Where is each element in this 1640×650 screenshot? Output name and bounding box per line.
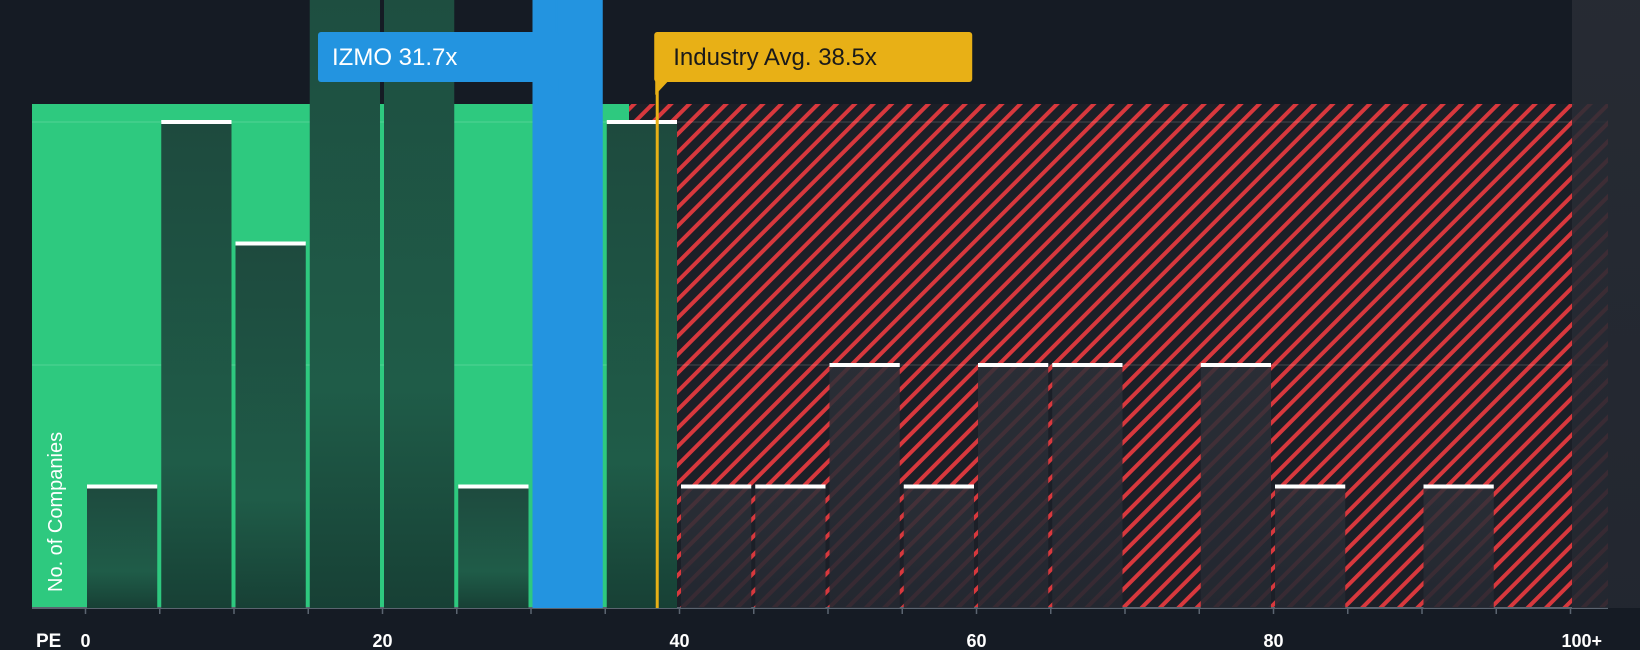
bar-cap: [1275, 484, 1346, 489]
x-tick-label: 100+: [1562, 631, 1603, 650]
histogram-bar: [755, 486, 826, 608]
bar-cap: [1423, 484, 1494, 489]
histogram-bar: [903, 486, 974, 608]
histogram-bar: [1423, 486, 1494, 608]
x-tick-label: 80: [1263, 631, 1283, 650]
bar-cap: [161, 120, 232, 124]
histogram-bar: [161, 122, 232, 608]
bar-cap: [903, 484, 974, 489]
bar-cap: [235, 241, 306, 246]
x-tick-label: 0: [80, 631, 90, 650]
company-label: IZMO 31.7x: [332, 44, 457, 71]
histogram-bar: [681, 486, 752, 608]
histogram-bar: [458, 486, 529, 608]
histogram-bar: [1572, 0, 1640, 608]
histogram-bar: [87, 486, 158, 608]
histogram-bar: [1052, 365, 1123, 608]
company-label-pointer: [546, 80, 559, 95]
x-axis-label: PE: [36, 631, 61, 650]
industry-label: Industry Avg. 38.5x: [673, 44, 877, 71]
x-tick-label: 20: [372, 631, 392, 650]
highlighted-bar: [532, 0, 603, 608]
histogram-bar: [384, 0, 455, 608]
histogram-bar: [309, 0, 380, 608]
bar-cap: [829, 363, 900, 367]
histogram-bar: [606, 122, 677, 608]
bar-cap: [1200, 363, 1271, 367]
company-label-box: [318, 32, 559, 82]
bar-cap: [606, 120, 677, 124]
histogram-bar: [235, 243, 306, 608]
histogram-bar: [1200, 365, 1271, 608]
histogram-bar: [829, 365, 900, 608]
bar-cap: [1052, 363, 1123, 367]
bar-cap: [87, 484, 158, 489]
histogram-bar: [978, 365, 1049, 608]
x-tick-label: 40: [669, 631, 689, 650]
bar-cap: [458, 484, 529, 489]
histogram-bar: [1275, 486, 1346, 608]
x-tick-label: 60: [966, 631, 986, 650]
y-axis-label: No. of Companies: [45, 432, 67, 592]
bar-cap: [978, 363, 1049, 367]
bar-cap: [681, 484, 752, 489]
industry-label-box: [654, 32, 973, 82]
industry-label-pointer: [655, 80, 670, 95]
bar-cap: [755, 484, 826, 489]
